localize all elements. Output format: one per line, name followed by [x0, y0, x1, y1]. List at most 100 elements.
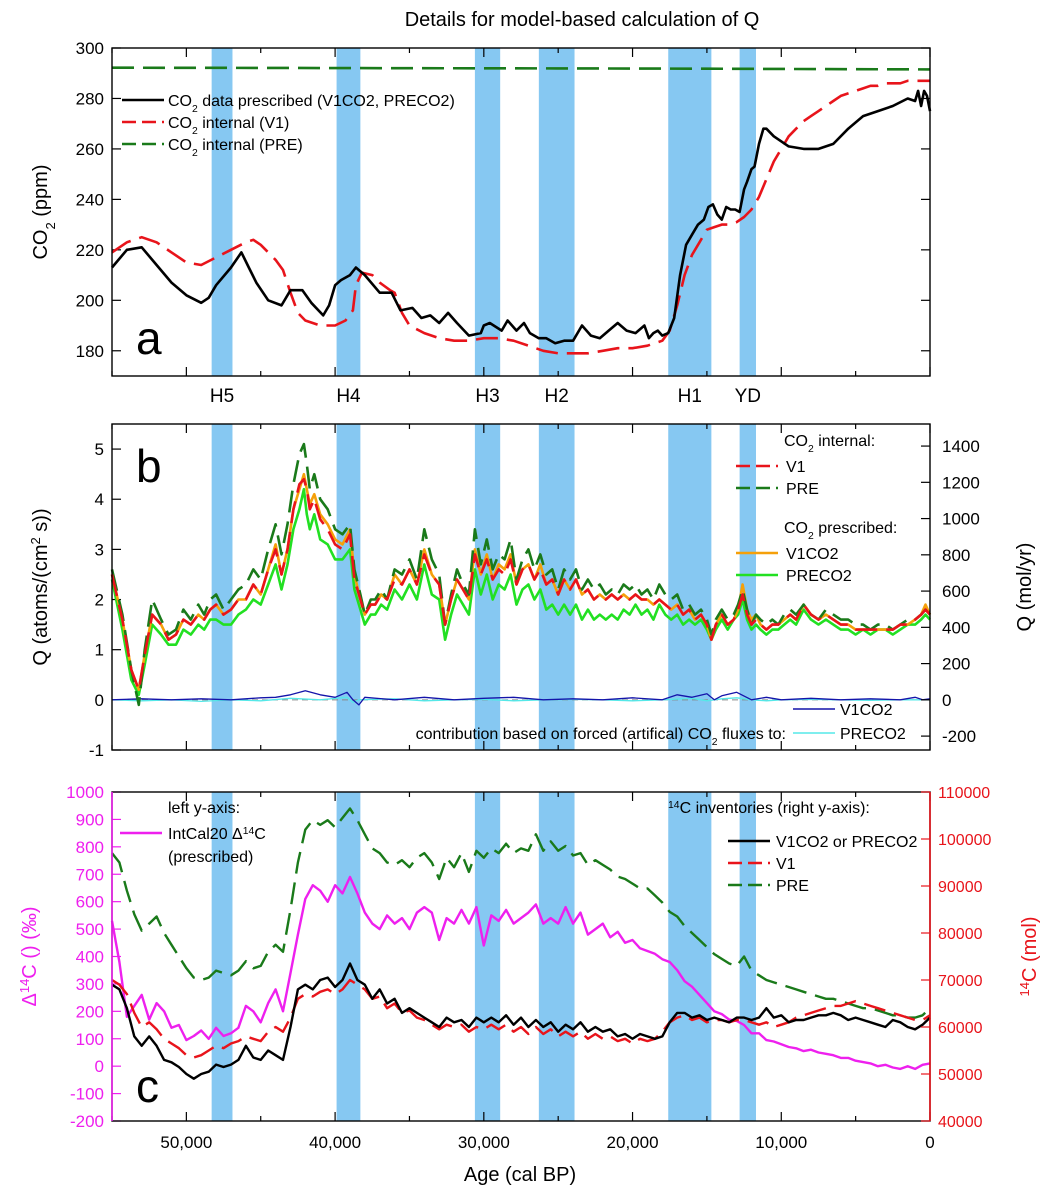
y-tick-label: 300 [76, 39, 104, 58]
event-band-h5 [211, 792, 233, 1121]
series-intcal20-c-prescribed [110, 875, 931, 1071]
y-tick-label: 2 [95, 591, 104, 610]
right-tick-label: 60000 [938, 1020, 983, 1037]
y-axis-label: CO2 (ppm) [30, 164, 58, 259]
event-band-h5 [211, 48, 233, 376]
panel-a-co2: 180 200 220 240 260 280 300 CO2 (ppm) CO2 data p… [30, 39, 932, 407]
legend-right-title: 14C inventories (right y-axis): [668, 800, 870, 818]
event-label-h5: H5 [210, 386, 234, 407]
right-tick-label: 400 [942, 618, 970, 637]
y-tick-label: 500 [76, 920, 104, 939]
y-tick-label: -1 [89, 741, 104, 760]
series-pre [111, 807, 931, 1019]
right-tick-label: 40000 [938, 1114, 983, 1131]
right-tick-label: 800 [942, 546, 970, 565]
legend-prescribed-entry-1: PRECO2 [786, 568, 852, 585]
legend-left-entry-0: IntCal20 Δ14C [168, 826, 266, 844]
event-band-h3 [474, 48, 501, 376]
event-label-h4: H4 [336, 386, 361, 407]
series-v1 [111, 978, 931, 1059]
x-tick-label: 50,000 [160, 1133, 212, 1152]
right-axis-label: 14C (mol) [1017, 916, 1042, 996]
y-tick-label: 1 [95, 641, 104, 660]
series-preco2 [110, 487, 931, 697]
event-band-h5 [211, 424, 233, 750]
y-tick-label: 900 [76, 810, 104, 829]
right-tick-label: 1000 [942, 510, 980, 529]
series-pre [110, 442, 931, 707]
panel-letter: c [136, 1060, 159, 1112]
right-tick-label: 110000 [938, 785, 990, 802]
x-tick-label: 40,000 [309, 1133, 361, 1152]
legend-entry-0: CO2 data prescribed (V1CO2, PRECO2) [168, 93, 455, 115]
y-tick-label: 280 [76, 89, 104, 108]
series-v1co2-contribution [111, 690, 931, 706]
y-tick-label: 1000 [66, 783, 104, 802]
legend-prescribed-entry-0: V1CO2 [786, 546, 839, 563]
legend-internal-entry-1: PRE [786, 481, 819, 498]
y-tick-label: 260 [76, 140, 104, 159]
y-axis-label: Q (atoms/(cm2 s)) [28, 508, 53, 665]
right-tick-label: -200 [942, 727, 976, 746]
right-tick-label: 90000 [938, 879, 983, 896]
right-tick-label: 600 [942, 582, 970, 601]
event-band-h3 [474, 792, 501, 1121]
event-band-yd [739, 424, 756, 750]
event-band-h4 [336, 792, 361, 1121]
x-tick-label: 20,000 [607, 1133, 659, 1152]
legend-internal-entry-0: V1 [786, 459, 806, 476]
event-band-h2 [538, 792, 575, 1121]
event-band-h2 [538, 48, 575, 376]
figure-title: Details for model-based calculation of Q [405, 9, 760, 31]
right-axis-label: Q (mol/yr) [1014, 543, 1036, 632]
legend-entry-2: CO2 internal (PRE) [168, 137, 303, 159]
event-label-h3: H3 [475, 386, 499, 407]
y-tick-label: 200 [76, 291, 104, 310]
event-band-yd [739, 792, 756, 1121]
y-axis-label: Δ14C () (‰) [17, 906, 42, 1006]
legend-right-entry-1: V1 [776, 856, 796, 873]
panel-b-q: -1 0 1 2 3 4 5 -200 0 200 400 600 800 1000 1200 1400 Q (… [28, 423, 1036, 760]
event-band-h1 [668, 48, 712, 376]
right-tick-label: 80000 [938, 926, 983, 943]
y-tick-label: 800 [76, 838, 104, 857]
legend-left-title: left y-axis: [168, 800, 240, 817]
y-tick-label: 100 [76, 1030, 104, 1049]
event-label-yd: YD [735, 386, 761, 407]
series-co-internal-pre [111, 66, 931, 71]
y-tick-label: 0 [95, 1057, 104, 1076]
right-tick-label: 70000 [938, 973, 983, 990]
y-tick-label: -100 [70, 1085, 104, 1104]
y-tick-label: -200 [70, 1112, 104, 1131]
x-axis-label: Age (cal BP) [464, 1164, 576, 1186]
y-tick-label: 3 [95, 540, 104, 559]
x-tick-label: 0 [925, 1133, 934, 1152]
legend-entry-1: CO2 internal (V1) [168, 115, 289, 137]
contribution-caption: contribution based on forced (artifical)… [416, 726, 786, 748]
y-tick-label: 600 [76, 893, 104, 912]
right-tick-label: 1200 [942, 473, 980, 492]
y-tick-label: 0 [95, 691, 104, 710]
series-co-data-prescribed-v1co2-preco2 [111, 89, 932, 345]
panel-letter: b [136, 440, 162, 492]
legend-contrib-entry-0: V1CO2 [840, 702, 893, 719]
y-tick-label: 400 [76, 948, 104, 967]
y-tick-label: 300 [76, 975, 104, 994]
right-tick-label: 0 [942, 691, 951, 710]
series-co-internal-v1 [111, 79, 930, 355]
legend-prescribed-title: CO2 prescribed: [784, 520, 897, 542]
panel-letter: a [136, 312, 162, 364]
x-tick-label: 30,000 [458, 1133, 510, 1152]
y-tick-label: 5 [95, 440, 104, 459]
right-tick-label: 100000 [938, 832, 991, 849]
panel-a-frame [111, 47, 931, 377]
event-band-h4 [336, 424, 361, 750]
series-v1co2-or-preco2 [111, 962, 931, 1080]
legend-contrib-entry-1: PRECO2 [840, 726, 906, 743]
y-tick-label: 240 [76, 190, 104, 209]
y-tick-label: 700 [76, 865, 104, 884]
legend-right-entry-2: PRE [776, 878, 809, 895]
event-label-h2: H2 [545, 386, 569, 407]
y-tick-label: 200 [76, 1002, 104, 1021]
